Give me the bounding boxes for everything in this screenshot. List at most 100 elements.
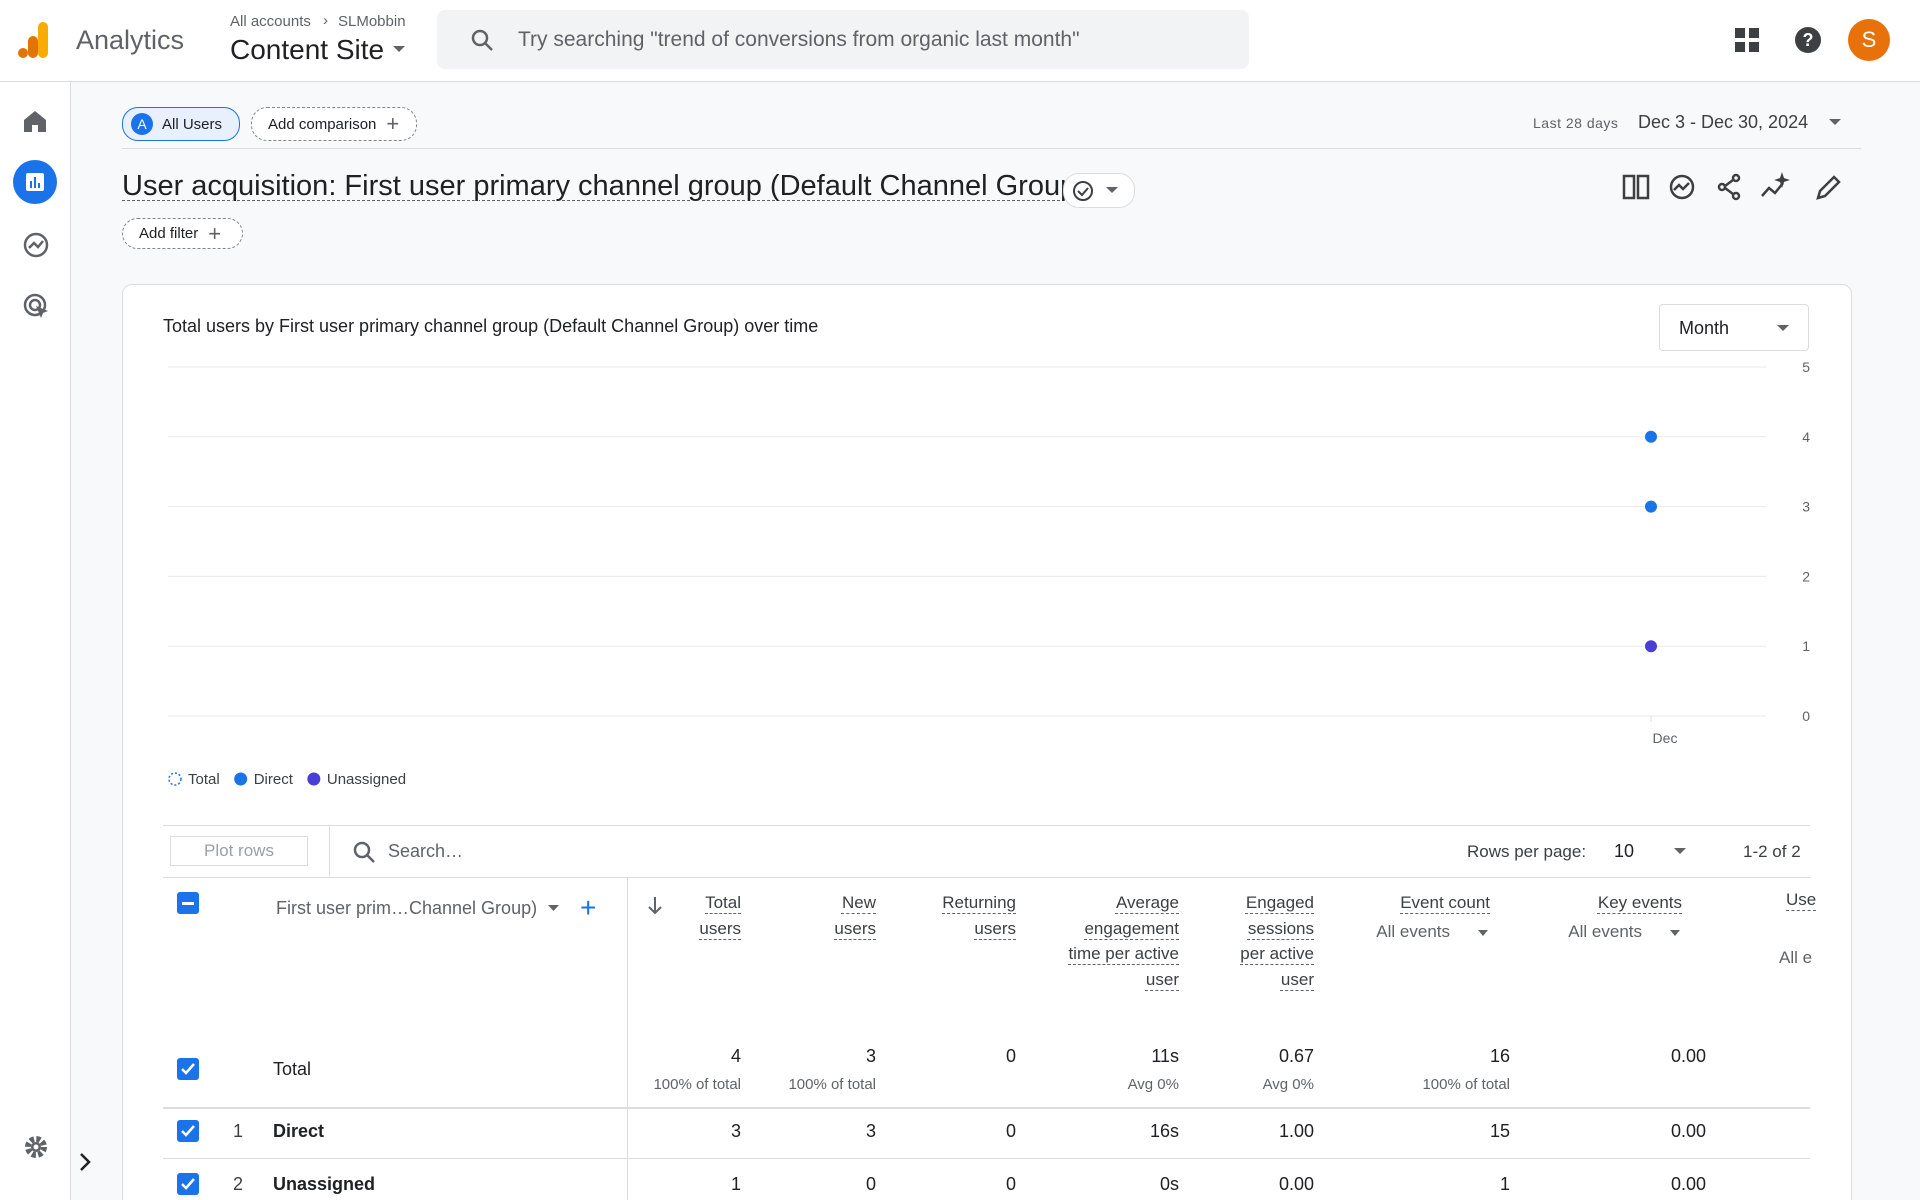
- column-header[interactable]: Event count: [1360, 890, 1490, 916]
- row-value: 0: [865, 1174, 876, 1194]
- search-box[interactable]: [437, 10, 1249, 69]
- plot-rows-button[interactable]: Plot rows: [170, 836, 308, 866]
- segment-label: All Users: [162, 115, 223, 133]
- legend-label: Direct: [254, 771, 294, 788]
- nav-reports-icon: [26, 173, 44, 191]
- row-name[interactable]: Direct: [273, 1121, 325, 1141]
- legend-label: Unassigned: [327, 771, 406, 788]
- column-divider: [627, 877, 628, 1200]
- avatar[interactable]: S: [1848, 19, 1890, 61]
- legend-item: Total: [168, 771, 220, 788]
- y-tick-label: 1: [1802, 638, 1810, 654]
- column-header[interactable]: Use: [1786, 890, 1816, 910]
- row-value: 1: [730, 1174, 741, 1194]
- chart: 0 1 2 3 4 5 Dec Total Direct Unassigned: [168, 359, 1810, 788]
- total-sub: 100% of total: [1422, 1076, 1510, 1093]
- column-header-label: Use: [1786, 890, 1817, 909]
- data-point: [1645, 500, 1657, 513]
- column-header[interactable]: Engaged sessions per active user: [1224, 890, 1314, 992]
- column-header[interactable]: Total users: [661, 890, 741, 941]
- total-value: 0: [1005, 1046, 1016, 1066]
- product-name: Analytics: [76, 25, 185, 55]
- column-header[interactable]: Key events: [1552, 890, 1682, 916]
- nav-explore[interactable]: [23, 232, 49, 258]
- column-metric[interactable]: All events: [1376, 922, 1450, 941]
- row-border: [163, 1158, 1810, 1159]
- y-tick-label: 2: [1802, 568, 1810, 584]
- sort-indicator[interactable]: [648, 896, 662, 916]
- left-nav: [0, 82, 71, 1200]
- nav-home[interactable]: [23, 110, 47, 132]
- help-icon[interactable]: ?: [1794, 26, 1822, 54]
- nav-settings[interactable]: [23, 1134, 49, 1160]
- legend-item: Direct: [234, 771, 294, 788]
- svg-text:?: ?: [1803, 30, 1814, 50]
- dimension-header[interactable]: First user prim…Channel Group): [276, 898, 538, 918]
- logo[interactable]: [18, 20, 54, 60]
- total-value: 0.67: [1278, 1046, 1314, 1066]
- metric-dropdown[interactable]: [1478, 930, 1488, 936]
- column-header-label: New users: [834, 893, 876, 938]
- granularity-select[interactable]: Month: [1659, 304, 1809, 351]
- column-header[interactable]: Returning users: [916, 890, 1016, 941]
- add-dimension[interactable]: +: [580, 892, 597, 923]
- report-actions[interactable]: [1622, 172, 1862, 201]
- legend-item: Unassigned: [307, 771, 406, 788]
- row-name[interactable]: Unassigned: [273, 1174, 376, 1194]
- y-tick-label: 0: [1802, 708, 1810, 724]
- row-checkbox[interactable]: [177, 1058, 199, 1080]
- legend-swatch: [168, 772, 182, 786]
- column-metric[interactable]: All events: [1568, 922, 1642, 941]
- breadcrumb-property[interactable]: SLMobbin: [338, 13, 406, 30]
- rows-per-page[interactable]: 10: [1614, 841, 1635, 861]
- total-sub: 100% of total: [653, 1076, 741, 1093]
- total-value: 16: [1489, 1046, 1510, 1066]
- total-value: 4: [730, 1046, 741, 1066]
- date-dropdown[interactable]: [1829, 119, 1841, 126]
- segment-chip[interactable]: A All Users: [122, 107, 240, 141]
- rows-dropdown[interactable]: [1674, 848, 1686, 855]
- breadcrumb-sep: ›: [323, 12, 328, 29]
- table-search[interactable]: Search…: [388, 841, 464, 861]
- column-header-label: Engaged sessions per active user: [1240, 893, 1314, 989]
- y-tick-label: 3: [1802, 499, 1810, 515]
- select-all-checkbox[interactable]: [177, 892, 199, 914]
- row-value: 16s: [1149, 1121, 1179, 1141]
- total-value: 11s: [1151, 1046, 1179, 1066]
- dimension-dropdown[interactable]: [548, 905, 559, 912]
- chart-title: Total users by First user primary channe…: [163, 316, 819, 336]
- dropdown-arrow[interactable]: [393, 46, 405, 54]
- data-point: [1645, 640, 1657, 653]
- column-header[interactable]: Average engagement time per active user: [1057, 890, 1179, 992]
- column-header[interactable]: New users: [796, 890, 876, 941]
- property-name[interactable]: Content Site: [230, 34, 385, 65]
- total-label: Total: [273, 1059, 312, 1079]
- add-comparison[interactable]: Add comparison +: [251, 107, 417, 141]
- row-value: 0: [1005, 1121, 1016, 1141]
- data-point: [1645, 430, 1657, 443]
- pagination: 1-2 of 2: [1743, 842, 1801, 861]
- date-label: Last 28 days: [1533, 115, 1619, 131]
- row-value: 0s: [1159, 1174, 1179, 1194]
- y-tick-label: 5: [1802, 359, 1810, 375]
- row-value: 0.00: [1278, 1174, 1314, 1194]
- row-checkbox[interactable]: [177, 1120, 199, 1142]
- metric-dropdown[interactable]: [1670, 930, 1680, 936]
- row-value: 15: [1489, 1121, 1510, 1141]
- apps-icon[interactable]: [1735, 28, 1759, 52]
- nav-expand[interactable]: [78, 1152, 94, 1172]
- nav-advertising[interactable]: [23, 293, 49, 319]
- report-status[interactable]: [1063, 173, 1135, 208]
- report-title: User acquisition: First user primary cha…: [122, 170, 1086, 202]
- column-header-label: Key events: [1597, 893, 1682, 912]
- row-checkbox[interactable]: [177, 1173, 199, 1195]
- search-placeholder: Try searching "trend of conversions from…: [518, 28, 1080, 51]
- breadcrumb-account[interactable]: All accounts: [230, 13, 311, 30]
- add-filter[interactable]: Add filter +: [122, 218, 243, 249]
- column-metric: All e: [1779, 948, 1813, 967]
- x-tick-label: Dec: [1653, 730, 1678, 746]
- total-value: 0.00: [1670, 1046, 1706, 1066]
- row-value: 0.00: [1670, 1121, 1706, 1141]
- date-range[interactable]: Dec 3 - Dec 30, 2024: [1638, 112, 1809, 132]
